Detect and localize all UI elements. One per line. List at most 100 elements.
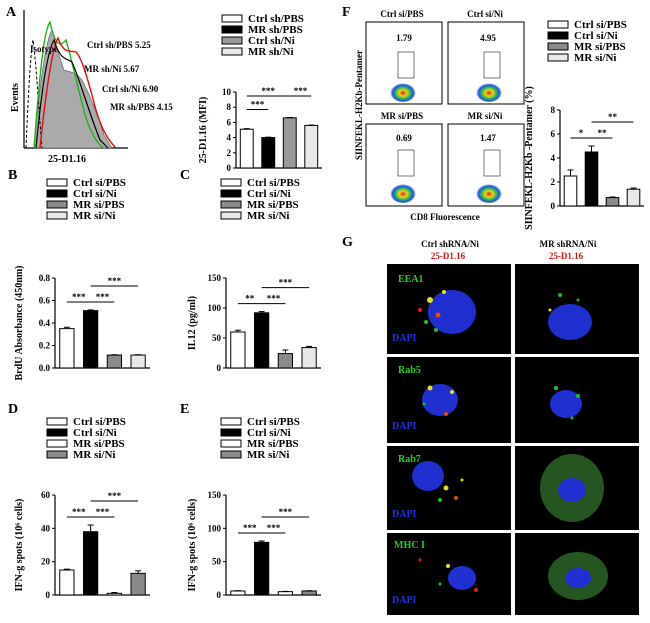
significance-label: ***: [243, 523, 257, 533]
histogram-annotation: MR sh/Ni 5.67: [84, 64, 140, 74]
significance-label: **: [598, 128, 608, 138]
y-tick-label: 100: [208, 303, 222, 313]
y-tick-label: 60: [41, 490, 51, 500]
bar: [282, 117, 297, 169]
significance-label: ***: [279, 507, 293, 517]
y-axis-label: IFN-g spots (10⁶ cells): [187, 499, 198, 592]
legend-label: MR si/Ni: [247, 449, 289, 461]
microscopy-dapi-label: DAPI: [392, 595, 417, 606]
y-tick-label: 0.6: [39, 296, 51, 306]
significance-label: **: [608, 112, 618, 122]
y-tick-label: 100: [208, 523, 222, 533]
panel-letter-g: G: [342, 235, 353, 250]
histogram-ylabel: Events: [10, 83, 21, 112]
bar: [230, 590, 246, 596]
legend-swatch: [220, 211, 242, 220]
microscopy-image: [387, 357, 511, 443]
histogram-annotation: MR sh/PBS 4.15: [110, 102, 173, 112]
y-tick-label: 0.0: [39, 363, 51, 373]
bar: [626, 188, 641, 207]
flow-ylabel: SIINFEKL-H2Kb-Pentamer: [354, 50, 364, 160]
flow-plot-value: 4.95: [480, 33, 496, 43]
microscopy-marker-label: Rab7: [398, 454, 421, 465]
y-tick-label: 50: [212, 333, 222, 343]
panel-g-microscopy: Ctrl shRNA/Ni MR shRNA/Ni 25-D1.16 25-D1…: [387, 239, 639, 615]
y-tick-label: 150: [208, 273, 222, 283]
y-tick-label: 0: [227, 163, 232, 173]
y-tick-label: 50: [212, 557, 222, 567]
legend-label: MR si/PBS: [73, 199, 125, 211]
significance-label: ***: [294, 86, 308, 96]
microscopy-dapi-label: DAPI: [392, 509, 417, 520]
panel-letter-b: B: [8, 168, 17, 183]
bar: [239, 128, 254, 169]
panel-a-histogram: Events 25-D1.16 Isotype Ctrl sh/PBS 5.25…: [10, 10, 173, 165]
legend-swatch: [221, 25, 243, 34]
y-tick-label: 0: [217, 363, 222, 373]
legend-label: Ctrl si/Ni: [247, 427, 291, 439]
legend-swatch: [221, 47, 243, 56]
y-tick-label: 20: [41, 557, 51, 567]
legend-swatch: [46, 211, 68, 220]
microscopy-sub-header: 25-D1.16: [431, 251, 466, 261]
legend-swatch: [46, 450, 68, 459]
y-axis-label: BrdU Absorbance (450nm): [14, 265, 25, 380]
significance-label: ***: [267, 294, 281, 304]
bar: [230, 331, 246, 369]
y-tick-label: 0: [217, 590, 222, 600]
flow-plot-label: Ctrl si/PBS: [380, 9, 423, 19]
y-tick-label: 0.2: [39, 341, 51, 351]
legend-label: Ctrl si/Ni: [574, 30, 618, 42]
legend-swatch: [220, 428, 242, 437]
y-tick-label: 2: [227, 148, 232, 158]
y-tick-label: 2: [551, 177, 556, 187]
legend-swatch: [221, 36, 243, 45]
legend-label: Ctrl si/Ni: [247, 188, 291, 200]
bar: [130, 354, 146, 369]
flow-plot-label: MR si/Ni: [468, 111, 503, 121]
legend-swatch: [220, 200, 242, 209]
panel-letter-d: D: [8, 402, 18, 417]
histogram-black-curve: [35, 38, 109, 149]
microscopy-image: [387, 533, 511, 615]
y-axis-label: IL12 (pg/ml): [187, 296, 198, 350]
significance-label: ***: [279, 278, 293, 288]
panel-letter-a: A: [6, 5, 17, 20]
legend-label: MR si/Ni: [73, 210, 115, 222]
histogram-green-curve: [33, 20, 105, 149]
legend-swatch: [220, 178, 242, 187]
y-tick-label: 0: [46, 590, 51, 600]
panel-f-flow-grid: SIINFEKL-H2Kb-Pentamer CD8 Fluorescence …: [354, 9, 525, 222]
histogram-isotype-curve: [25, 39, 43, 149]
legend-label: MR si/PBS: [574, 41, 626, 53]
legend-swatch: [46, 178, 68, 187]
bar: [130, 572, 146, 596]
legend-label: Ctrl si/PBS: [574, 19, 627, 31]
bar: [59, 569, 75, 596]
legend-swatch: [220, 189, 242, 198]
significance-label: ***: [72, 292, 86, 302]
legend-swatch: [547, 42, 569, 51]
legend-swatch: [220, 450, 242, 459]
significance-label: ***: [267, 523, 281, 533]
bar: [83, 310, 99, 369]
legend-swatch: [46, 189, 68, 198]
bar: [261, 137, 276, 169]
legend-swatch: [220, 417, 242, 426]
legend-label: Ctrl si/Ni: [73, 427, 117, 439]
legend-label: MR sh/Ni: [248, 46, 294, 58]
legend-label: Ctrl si/PBS: [247, 177, 300, 189]
bar: [59, 328, 75, 369]
y-tick-label: 8: [227, 102, 232, 112]
legend-label: MR si/Ni: [574, 52, 616, 64]
y-tick-label: 4: [551, 153, 556, 163]
microscopy-image: [515, 446, 639, 530]
bar: [277, 353, 293, 369]
histogram-xlabel: 25-D1.16: [48, 154, 86, 165]
histogram-annotation: Ctrl sh/Ni 6.90: [102, 84, 159, 94]
legend-swatch: [46, 428, 68, 437]
y-axis-label: IFN-g spots (10⁶ cells): [14, 499, 25, 592]
flow-plot: 0.69: [365, 123, 443, 207]
